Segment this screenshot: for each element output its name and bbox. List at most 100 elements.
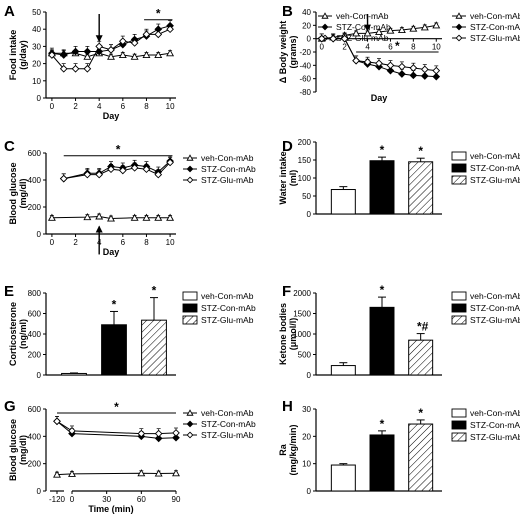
marker-open-diamond: [398, 62, 406, 71]
y-tick-label: 400: [28, 176, 42, 185]
marker-open-triangle: [172, 469, 180, 477]
marker-filled-diamond: [432, 72, 441, 81]
y-axis-label: Food intake(g/day): [8, 30, 28, 81]
y-tick-label: -60: [299, 75, 311, 84]
marker-open-triangle: [186, 409, 194, 416]
significance-mark: *: [380, 143, 385, 157]
marker-open-diamond: [386, 61, 395, 70]
y-tick-label: 800: [28, 289, 42, 298]
panel-h: H 0 10 20 30 Ra(mg/kg/min) * * veh-Con-mAb STZ-Co…: [278, 398, 520, 496]
marker-open-diamond: [59, 64, 68, 73]
legend-swatch: [451, 291, 467, 301]
y-tick-label: 40: [32, 25, 41, 34]
significance-mark: *: [395, 39, 400, 53]
marker-filled-diamond: [71, 47, 80, 56]
y-tick-label: 0: [307, 371, 312, 380]
y-tick-label: 1500: [293, 310, 311, 319]
x-tick-label: 6: [121, 238, 126, 247]
marker-open-diamond: [166, 25, 174, 34]
legend-label: STZ-Glu-mAb: [201, 175, 254, 185]
x-tick-label: 6: [388, 43, 393, 52]
x-tick-label: 8: [144, 238, 149, 247]
legend-label: STZ-Glu-mAb: [336, 33, 389, 43]
bar: [141, 319, 167, 376]
y-tick-label: 50: [32, 8, 41, 17]
x-axis-label: Day: [371, 93, 388, 103]
marker-open-diamond: [363, 58, 372, 66]
y-tick-label: 50: [302, 192, 311, 201]
marker-open-triangle: [137, 469, 146, 477]
y-axis-label-line: Water intake: [278, 151, 288, 204]
legend-label: STZ-Glu-mAb: [201, 430, 254, 440]
marker-open-triangle: [107, 52, 115, 60]
marker-open-diamond: [130, 39, 139, 47]
marker-open-diamond: [172, 429, 180, 437]
marker-open-diamond: [375, 59, 383, 68]
marker-open-diamond: [95, 42, 104, 51]
legend-swatch: [451, 432, 467, 442]
y-axis-label-line: (ng/ml): [18, 319, 28, 349]
y-tick-label: 500: [298, 351, 312, 360]
bar: [330, 189, 356, 215]
bar: [408, 423, 434, 492]
bar: [61, 372, 87, 376]
y-tick-label: 20: [32, 60, 41, 69]
arrow-head: [364, 24, 372, 32]
marker-open-diamond: [154, 30, 163, 39]
y-tick-label: 400: [28, 330, 42, 339]
bar: [408, 161, 434, 215]
marker-open-triangle: [409, 24, 418, 32]
marker-open-diamond: [83, 170, 92, 179]
y-tick-label: 0: [37, 230, 42, 239]
panel-letter: A: [4, 3, 15, 20]
significance-mark: *: [116, 143, 121, 157]
marker-filled-diamond: [186, 420, 194, 428]
marker-open-diamond: [420, 65, 429, 74]
x-axis-label: Day: [103, 247, 120, 257]
y-axis-label: Corticosterone(ng/ml): [8, 302, 28, 366]
x-tick-label: 8: [411, 43, 416, 52]
x-tick-label: -120: [49, 495, 66, 504]
series-line: [321, 38, 437, 78]
marker-open-triangle: [386, 26, 395, 34]
y-tick-label: 2000: [293, 289, 311, 298]
bar: [369, 434, 395, 492]
panel-letter: D: [282, 138, 293, 155]
marker-open-diamond: [59, 174, 68, 183]
marker-open-triangle: [166, 213, 175, 221]
marker-open-diamond: [71, 64, 80, 73]
x-tick-label: 2: [73, 238, 78, 247]
y-axis-label-line: Corticosterone: [8, 302, 18, 366]
significance-mark: *: [156, 7, 161, 21]
y-tick-label: -80: [299, 88, 311, 97]
marker-open-triangle: [154, 469, 163, 477]
legend-label: STZ-Con-mAb: [470, 303, 520, 313]
marker-open-diamond: [340, 34, 349, 43]
marker-open-triangle: [432, 21, 441, 29]
x-tick-label: 2: [342, 43, 347, 52]
y-tick-label: 200: [298, 138, 312, 147]
marker-open-triangle: [397, 25, 406, 34]
y-tick-label: 600: [28, 310, 42, 319]
arrow-head: [95, 35, 103, 43]
marker-open-diamond: [48, 51, 56, 59]
marker-open-diamond: [95, 170, 104, 179]
y-tick-label: 1000: [293, 330, 311, 339]
y-tick-label: 20: [302, 21, 311, 30]
y-axis-label-line: (ml): [288, 170, 298, 187]
y-tick-label: 100: [298, 174, 312, 183]
marker-open-triangle: [83, 212, 92, 221]
y-axis-label-line: Ketone bodies: [278, 303, 288, 365]
legend-label: STZ-Con-mAb: [470, 22, 520, 32]
significance-mark: *#: [417, 320, 429, 334]
bar: [330, 365, 356, 376]
y-tick-label: 0: [307, 210, 312, 219]
y-tick-label: 0: [37, 94, 42, 103]
legend-label: veh-Con-mAb: [201, 153, 254, 163]
y-tick-label: -40: [299, 61, 311, 70]
marker-open-diamond: [130, 164, 139, 172]
y-tick-label: 0: [37, 487, 42, 496]
